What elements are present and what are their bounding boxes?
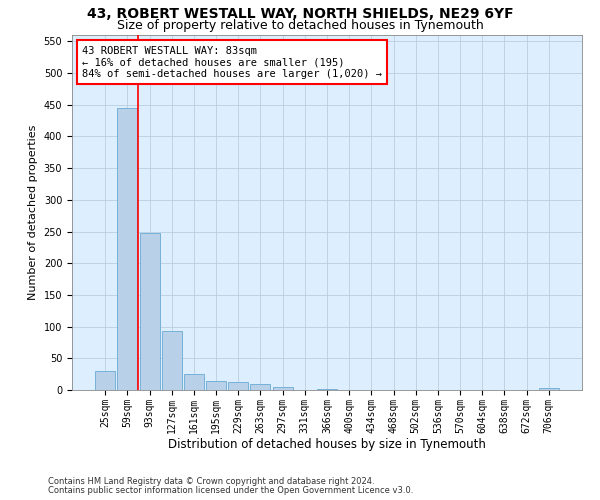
Text: Size of property relative to detached houses in Tynemouth: Size of property relative to detached ho… bbox=[116, 19, 484, 32]
Text: Contains public sector information licensed under the Open Government Licence v3: Contains public sector information licen… bbox=[48, 486, 413, 495]
Bar bbox=[272, 387, 293, 390]
Bar bbox=[184, 374, 204, 390]
Bar bbox=[250, 384, 271, 390]
Text: Contains HM Land Registry data © Crown copyright and database right 2024.: Contains HM Land Registry data © Crown c… bbox=[48, 477, 374, 486]
X-axis label: Distribution of detached houses by size in Tynemouth: Distribution of detached houses by size … bbox=[168, 438, 486, 452]
Bar bbox=[118, 108, 137, 390]
Text: 43 ROBERT WESTALL WAY: 83sqm
← 16% of detached houses are smaller (195)
84% of s: 43 ROBERT WESTALL WAY: 83sqm ← 16% of de… bbox=[82, 46, 382, 79]
Bar bbox=[140, 233, 160, 390]
Bar bbox=[95, 371, 115, 390]
Bar bbox=[539, 388, 559, 390]
Text: 43, ROBERT WESTALL WAY, NORTH SHIELDS, NE29 6YF: 43, ROBERT WESTALL WAY, NORTH SHIELDS, N… bbox=[86, 8, 514, 22]
Bar bbox=[162, 331, 182, 390]
Y-axis label: Number of detached properties: Number of detached properties bbox=[28, 125, 38, 300]
Bar bbox=[206, 381, 226, 390]
Bar bbox=[228, 382, 248, 390]
Bar bbox=[317, 388, 337, 390]
